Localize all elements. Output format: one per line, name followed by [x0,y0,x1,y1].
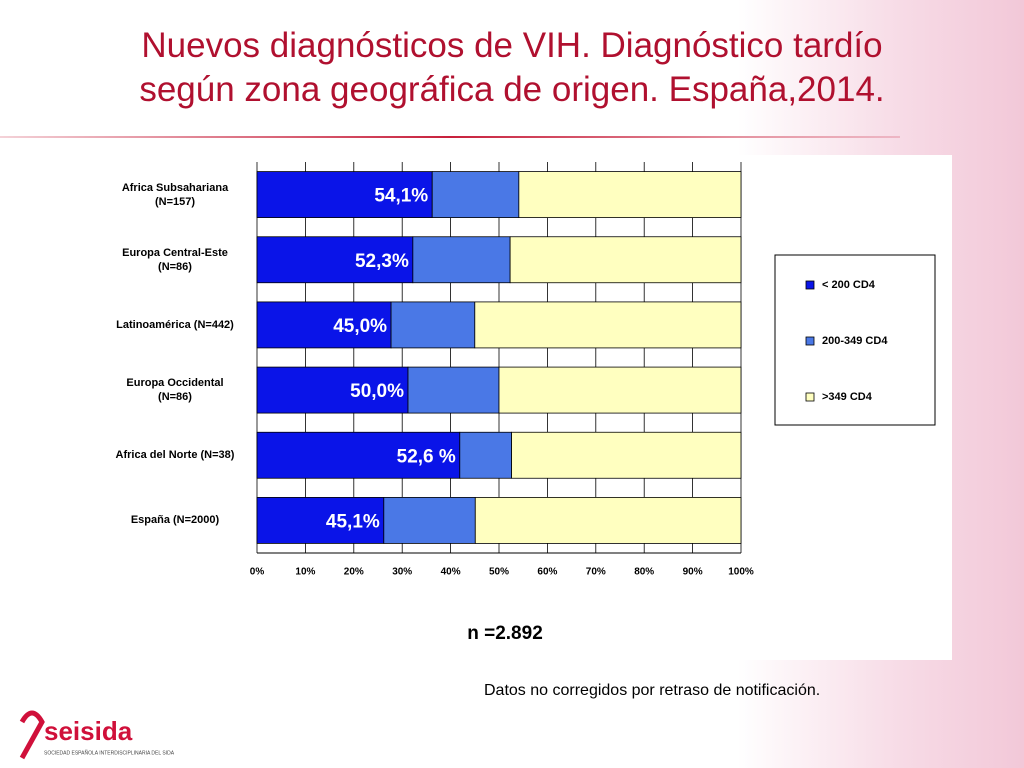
legend: < 200 CD4 200-349 CD4 >349 CD4 [805,279,888,403]
bar-segment [256,171,433,218]
bar-segment [390,301,476,349]
footnote: Datos no corregidos por retraso de notif… [484,682,821,699]
x-tick-label: 80% [634,567,654,578]
x-tick-label: 40% [441,567,461,578]
bar-segment [256,236,414,284]
value-label: 45,0% [333,316,387,337]
logo-subtitle: SOCIEDAD ESPAÑOLA INTERDISCIPLINARIA DEL… [44,749,175,756]
category-label: Africa del Norte (N=38) [115,449,235,462]
category-label: Africa Subsahariana (N=157) [121,181,229,208]
legend-swatch [805,336,815,346]
value-label: 52,6 % [397,446,456,467]
title-rule [0,136,900,138]
bar-segment [407,366,500,414]
x-tick-label: 20% [344,567,364,578]
value-label: 50,0% [350,381,404,402]
legend-label: >349 CD4 [822,391,873,403]
category-label: Europa Central-Este (N=86) [122,246,228,273]
x-tick-label: 50% [489,567,509,578]
bar-segment [256,301,392,349]
value-label: 52,3% [355,251,409,272]
bar-segment [256,431,461,479]
legend-label: 200-349 CD4 [822,335,888,347]
legend-swatch [805,280,815,290]
value-label: 45,1% [326,511,380,532]
logo-ribbon [19,710,45,760]
category-label: España (N=2000) [130,514,220,527]
n-note: n =2.892 [467,623,543,644]
category-label: Latinoamérica (N=442) [116,318,234,331]
bar-segment [474,301,742,349]
category-label: Europa Occidental (N=86) [126,377,224,404]
value-label: 54,1% [374,186,428,207]
bar-segment [474,497,742,544]
x-tick-label: 10% [295,567,315,578]
legend-swatch [805,392,815,402]
bar-segment [431,171,520,218]
x-tick-label: 90% [683,567,703,578]
bar-segment [511,431,742,479]
bar-segment [412,236,511,284]
bar-segment [383,497,476,544]
bar-segment [518,171,742,218]
title: Nuevos diagnósticos de VIH. Diagnóstico … [139,26,885,109]
logo: seisida [44,716,133,746]
x-tick-label: 70% [586,567,606,578]
x-tick-label: 100% [728,567,754,578]
x-tick-label: 0% [250,567,265,578]
bar-segment [459,431,512,479]
plot: 0% 10% 20% 30% 40% 50% 60% 70% 80% 90% 100% 54,1% 52… [250,162,754,578]
legend-box [774,254,936,426]
bar-segment [509,236,742,284]
x-tick-label: 60% [537,567,557,578]
x-tick-label: 30% [392,567,412,578]
legend-label: < 200 CD4 [822,279,876,291]
bar-segment [256,497,385,544]
bar-segment [256,366,409,414]
bar-segment [498,366,742,414]
